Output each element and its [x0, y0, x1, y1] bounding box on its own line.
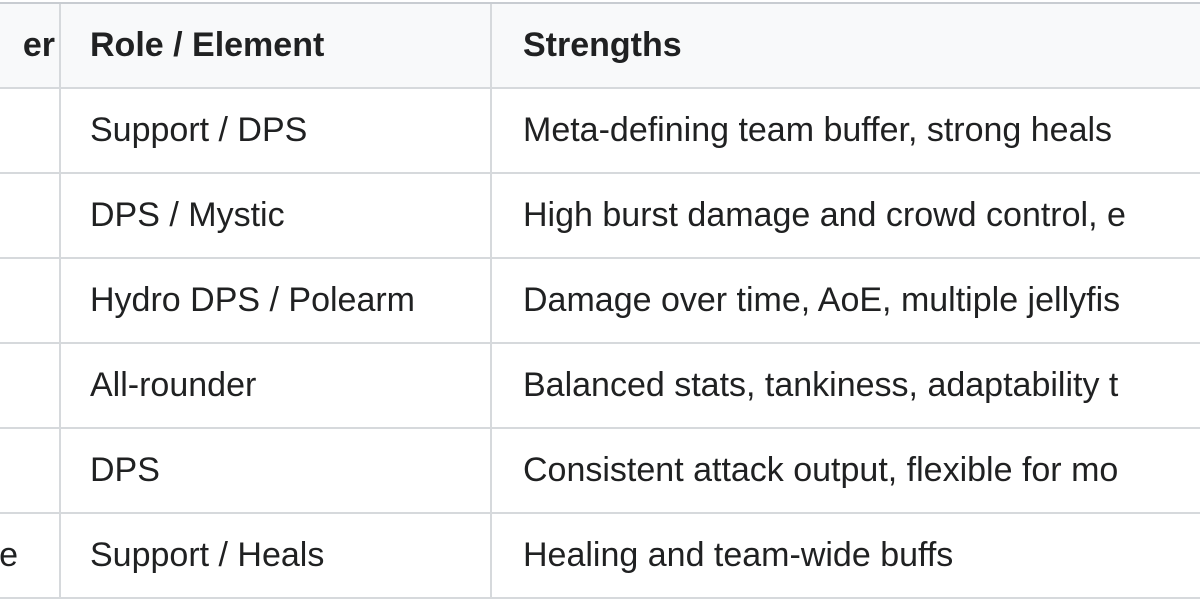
- cell-character: e: [0, 514, 61, 597]
- cell-character: [0, 259, 61, 342]
- header-cell-character: er: [0, 4, 61, 87]
- table-row: e Support / Heals Healing and team-wide …: [0, 514, 1200, 599]
- cell-text: e: [0, 536, 18, 574]
- cell-role: Support / Heals: [61, 514, 492, 597]
- table-row: Hydro DPS / Polearm Damage over time, Ao…: [0, 259, 1200, 344]
- table-row: Support / DPS Meta-defining team buffer,…: [0, 89, 1200, 174]
- cell-strengths: Damage over time, AoE, multiple jellyfis: [523, 281, 1121, 319]
- table-row: DPS Consistent attack output, flexible f…: [0, 429, 1200, 514]
- cell-strengths: Meta-defining team buffer, strong heals: [523, 111, 1113, 149]
- table-header-row: er Role / Element Strengths: [0, 4, 1200, 89]
- cell-strengths: Balanced stats, tankiness, adaptability …: [523, 366, 1119, 404]
- cell-strengths: High burst damage and crowd control, e: [523, 196, 1126, 234]
- cell-character: [0, 429, 61, 512]
- table-row: DPS / Mystic High burst damage and crowd…: [0, 174, 1200, 259]
- cell-character: [0, 344, 61, 427]
- header-cell-strengths: Strengths: [523, 26, 682, 64]
- cell-role: All-rounder: [61, 344, 492, 427]
- cell-role: DPS / Mystic: [61, 174, 492, 257]
- cell-character: [0, 89, 61, 172]
- cell-strengths: Healing and team-wide buffs: [523, 536, 954, 574]
- cell-role: DPS: [61, 429, 492, 512]
- cell-strengths: Consistent attack output, flexible for m…: [523, 451, 1119, 489]
- cell-role: Support / DPS: [61, 89, 492, 172]
- cell-role: Hydro DPS / Polearm: [61, 259, 492, 342]
- cell-character: [0, 174, 61, 257]
- header-cell-role: Role / Element: [61, 4, 492, 87]
- header-label: er: [22, 26, 55, 64]
- table-row: All-rounder Balanced stats, tankiness, a…: [0, 344, 1200, 429]
